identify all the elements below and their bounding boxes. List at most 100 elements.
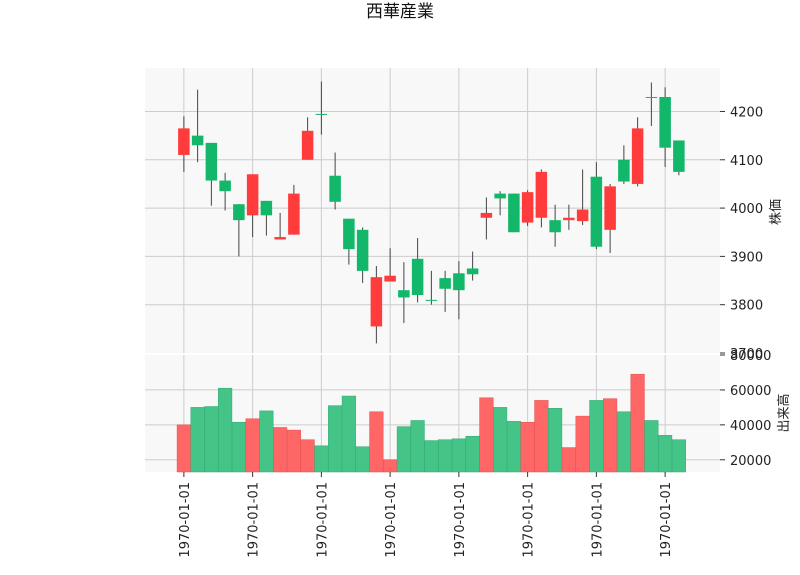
volume-bar	[603, 398, 618, 473]
volume-bar	[355, 446, 370, 473]
volume-bar	[396, 426, 411, 473]
price-tick-label: 3800	[730, 299, 763, 314]
candle-body	[246, 174, 259, 216]
volume-bar	[204, 406, 219, 473]
volume-axis-label: 出来高	[776, 393, 792, 432]
candle-body	[631, 128, 644, 184]
candle-body	[411, 258, 424, 296]
volume-bar	[575, 415, 590, 473]
x-tick-label: 1970-01-01	[247, 482, 262, 558]
volume-bar	[671, 439, 686, 473]
volume-bar	[506, 421, 521, 473]
volume-bars	[176, 373, 686, 473]
candle-body	[205, 142, 218, 181]
candle-body	[590, 176, 603, 247]
volume-bar	[341, 395, 356, 473]
candle-body	[329, 175, 341, 202]
volume-bar	[658, 435, 673, 473]
volume-tick-label: 80000	[730, 349, 771, 364]
candle-body	[233, 204, 245, 221]
volume-bar	[630, 373, 645, 473]
candle-body	[315, 113, 328, 115]
x-tick-label: 1970-01-01	[590, 482, 605, 558]
candle-body	[480, 212, 493, 218]
x-tick-label: 1970-01-01	[178, 482, 193, 558]
volume-bar	[424, 440, 439, 473]
volume-bar	[644, 420, 659, 473]
candle-body	[549, 220, 561, 233]
volume-bar	[259, 410, 274, 473]
volume-bar	[451, 438, 466, 473]
candle-body	[466, 268, 479, 275]
x-tick-label: 1970-01-01	[453, 482, 468, 558]
volume-bar	[218, 387, 233, 473]
price-tick-label: 4000	[730, 202, 763, 217]
volume-bar	[369, 411, 384, 473]
volume-bar	[300, 439, 315, 473]
candle-body	[356, 229, 369, 271]
candle-body	[191, 135, 204, 146]
volume-tick-label: 60000	[730, 384, 771, 399]
candle-body	[384, 275, 396, 282]
price-tick-label: 3700	[730, 347, 763, 362]
volume-bar	[534, 400, 549, 473]
volume-bar	[438, 439, 453, 473]
price-tick-label: 4100	[730, 154, 763, 169]
volume-bar	[410, 420, 425, 473]
volume-bar	[383, 459, 398, 473]
x-tick-label: 1970-01-01	[384, 482, 399, 558]
volume-bar	[548, 408, 563, 473]
volume-bar	[465, 435, 480, 473]
candle-body	[535, 171, 548, 218]
x-tick-label: 1970-01-01	[659, 482, 674, 558]
volume-bar	[493, 407, 508, 473]
volume-bar	[245, 418, 260, 473]
volume-bar	[589, 400, 604, 473]
candle-body	[508, 193, 520, 233]
candle-body	[398, 290, 410, 298]
candle-body	[288, 193, 300, 235]
volume-bar	[176, 424, 191, 473]
volume-bar	[328, 405, 343, 473]
x-tick-label: 1970-01-01	[522, 482, 537, 558]
candle-body	[343, 218, 355, 250]
price-tick-label: 4200	[730, 105, 763, 120]
price-panel	[145, 68, 720, 353]
volume-bar	[273, 427, 288, 473]
candle-body	[425, 299, 438, 301]
candle-body	[521, 192, 534, 223]
volume-bar	[190, 407, 205, 473]
candle-body	[301, 130, 314, 160]
volume-y-axis: 20000 40000 60000 80000	[720, 349, 771, 469]
candle-body	[494, 193, 506, 199]
candle-body	[563, 217, 575, 221]
candle-body	[439, 278, 451, 289]
volume-bar	[286, 429, 301, 473]
candle-body	[645, 96, 658, 98]
chart-title: 西華産業	[366, 2, 434, 22]
x-tick-label: 1970-01-01	[315, 482, 330, 558]
candle-body	[673, 140, 685, 172]
x-axis: 1970-01-01 1970-01-01 1970-01-01 1970-01-01…	[178, 472, 674, 558]
volume-bar	[616, 411, 631, 473]
candle-body	[659, 96, 671, 148]
candle-body	[274, 237, 286, 240]
price-candles	[178, 81, 685, 344]
candle-body	[370, 277, 383, 327]
volume-bar	[314, 445, 329, 473]
price-y-axis: 3700 3800 3900 4000 4100 4200	[720, 105, 763, 362]
volume-tick-label: 40000	[730, 419, 771, 434]
candle-body	[178, 128, 190, 155]
volume-bar	[561, 447, 576, 473]
volume-bar	[479, 397, 494, 473]
candle-body	[618, 159, 630, 182]
volume-tick-label: 20000	[730, 454, 771, 469]
volume-bar	[231, 421, 246, 473]
price-tick-label: 3900	[730, 250, 763, 265]
candle-body	[604, 186, 616, 230]
candle-body	[260, 200, 273, 216]
candle-body	[453, 273, 465, 291]
volume-bar	[520, 421, 535, 473]
